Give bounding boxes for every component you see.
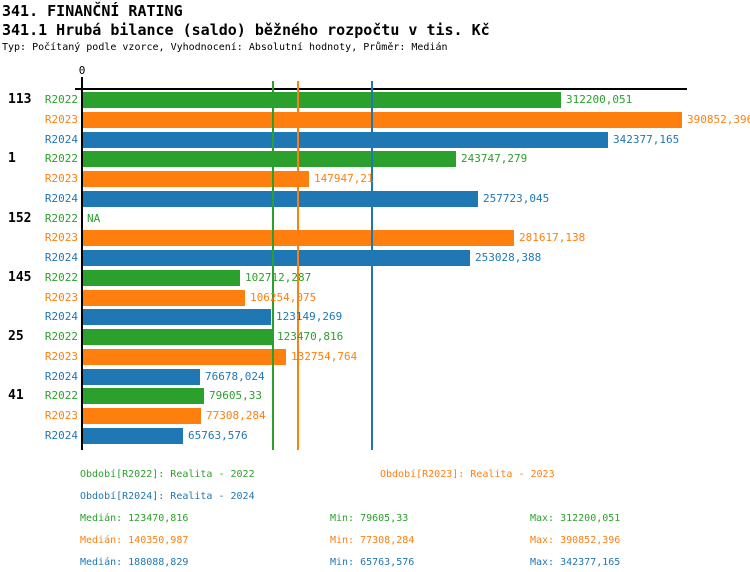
legend-max-R2023: Max: 390852,396 [530,535,621,546]
bar-value-label-R2022: 243747,279 [461,152,528,165]
legend-period-R2024: Období[R2024]: Realita - 2024 [80,491,255,502]
bar-row-label-R2022: R2022 [44,93,78,106]
bar-row-label-R2022: R2022 [44,271,78,284]
legend-max-R2022: Max: 312200,051 [530,513,621,524]
bar-value-label-R2023: 106254,075 [250,291,317,304]
bar-value-label-R2024: 257723,045 [483,192,550,205]
bar-R2024-group-152 [83,250,470,266]
bar-R2024-group-1 [83,191,478,207]
bar-R2024-group-25 [83,369,200,385]
legend-median-R2024: Medián: 188088,829 [80,557,189,568]
bar-row-label-R2022: R2022 [44,389,78,402]
median-line-R2024 [371,81,373,450]
bar-row-label-R2023: R2023 [44,409,78,422]
bar-row-label-R2024: R2024 [44,133,78,146]
bar-row-label-R2024: R2024 [44,251,78,264]
bar-row-label-R2024: R2024 [44,310,78,323]
bar-R2023-group-25 [83,349,286,365]
bar-R2023-group-145 [83,290,245,306]
median-line-R2023 [297,81,299,450]
bar-value-label-R2022: 312200,051 [566,93,633,106]
y-axis-line [81,77,83,450]
legend-max-R2024: Max: 342377,165 [530,557,621,568]
report-subtitle: 341.1 Hrubá bilance (saldo) běžného rozp… [2,21,490,39]
bar-R2022-group-113 [83,92,561,108]
bar-value-label-R2024: 65763,576 [188,429,248,442]
group-label-113: 113 [8,92,32,107]
x-axis-line [75,88,687,90]
group-label-41: 41 [8,388,24,403]
bar-value-label-R2024: 123149,269 [276,310,343,323]
report-title: 341. FINANČNÍ RATING [2,2,183,20]
bar-value-label-R2024: 76678,024 [205,370,265,383]
bar-R2022-group-25 [83,329,272,345]
group-label-1: 1 [8,151,16,166]
legend-min-R2023: Min: 77308,284 [330,535,415,546]
bar-value-label-R2023: 77308,284 [206,409,266,422]
bar-row-label-R2023: R2023 [44,350,78,363]
bar-value-label-R2024: 253028,388 [475,251,542,264]
bar-row-label-R2022: R2022 [44,212,78,225]
bar-R2022-group-145 [83,270,240,286]
bar-R2023-group-41 [83,408,201,424]
legend-min-R2024: Min: 65763,576 [330,557,415,568]
legend-median-R2022: Medián: 123470,816 [80,513,189,524]
bar-R2024-group-145 [83,309,271,325]
bar-value-label-R2024: 342377,165 [613,133,680,146]
bar-R2023-group-113 [83,112,682,128]
bar-value-label-R2022: 102712,287 [245,271,312,284]
bar-value-label-R2022: NA [87,212,101,225]
bar-row-label-R2023: R2023 [44,172,78,185]
bar-value-label-R2023: 147947,21 [314,172,374,185]
bar-R2024-group-41 [83,428,183,444]
median-line-R2022 [272,81,274,450]
bar-R2022-group-41 [83,388,204,404]
bar-row-label-R2022: R2022 [44,152,78,165]
bar-row-label-R2023: R2023 [44,291,78,304]
legend-min-R2022: Min: 79605,33 [330,513,409,524]
legend-period-R2022: Období[R2022]: Realita - 2022 [80,469,255,480]
legend-median-R2023: Medián: 140350,987 [80,535,189,546]
bar-row-label-R2023: R2023 [44,231,78,244]
bar-value-label-R2022: 123470,816 [277,330,344,343]
bar-row-label-R2024: R2024 [44,370,78,383]
bar-value-label-R2023: 132754,764 [291,350,358,363]
bar-value-label-R2022: 79605,33 [209,389,262,402]
bar-value-label-R2023: 390852,396 [687,113,750,126]
bar-row-label-R2024: R2024 [44,192,78,205]
bar-value-label-R2023: 281617,138 [519,231,586,244]
report-meta-line: Typ: Počítaný podle vzorce, Vyhodnocení:… [2,42,448,53]
legend-period-R2023: Období[R2023]: Realita - 2023 [380,469,555,480]
bar-row-label-R2024: R2024 [44,429,78,442]
bar-row-label-R2022: R2022 [44,330,78,343]
group-label-152: 152 [8,211,32,226]
x-axis-zero-label: 0 [78,64,86,77]
group-label-145: 145 [8,270,32,285]
bar-row-label-R2023: R2023 [44,113,78,126]
bar-R2024-group-113 [83,132,608,148]
group-label-25: 25 [8,329,24,344]
bar-R2023-group-1 [83,171,309,187]
bar-R2022-group-1 [83,151,456,167]
